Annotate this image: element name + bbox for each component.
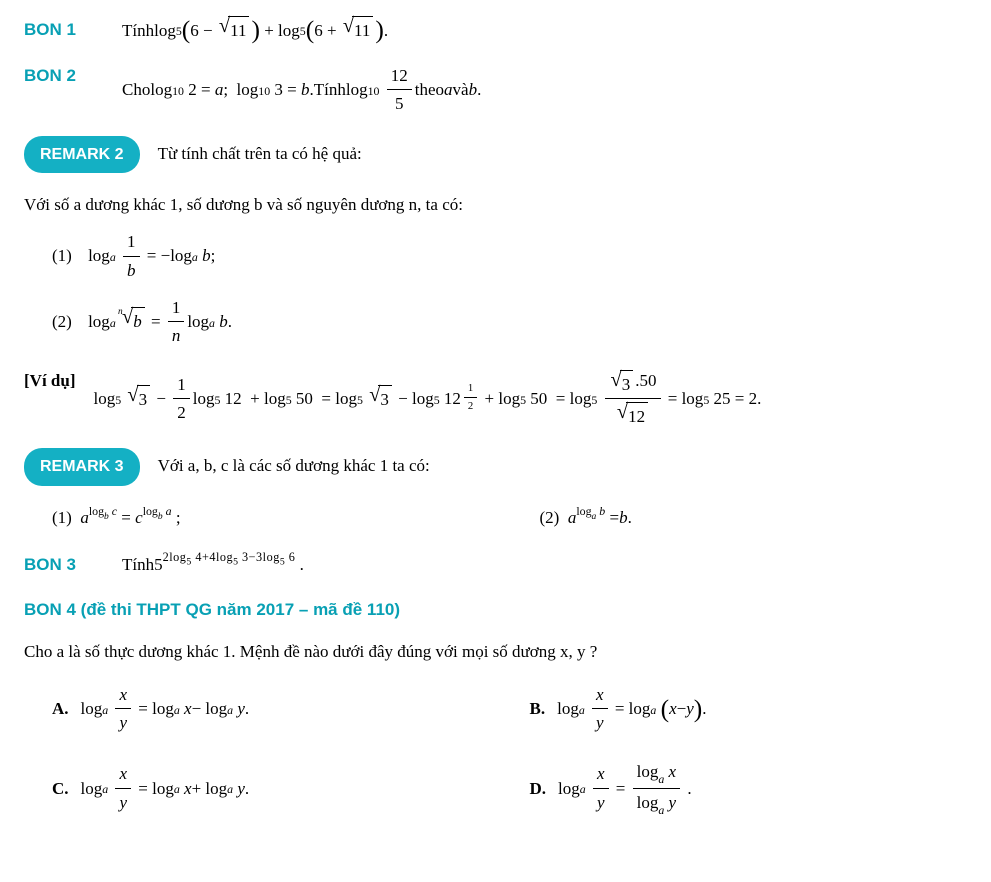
six2: 6: [314, 17, 323, 44]
item1-math: loga 1b = −loga b;: [88, 228, 215, 283]
sqrt-icon: √11: [219, 16, 250, 44]
bon3-row: BON 3 Tính 52log5 4+4log5 3−3log5 6 .: [24, 551, 967, 578]
remark3-intro: Với a, b, c là các số dương khác 1 ta có…: [158, 448, 430, 479]
bon3-exponent: 2log5 4+4log5 3−3log5 6: [163, 548, 296, 570]
remark3-item1: (1) alogb c = clogb a ;: [52, 504, 480, 531]
bon3-dot: .: [300, 551, 304, 578]
bon1-row: BON 1 Tính log5 ( 6 − √11 ) + log5 ( 6 +…: [24, 16, 967, 44]
rparen-icon: ): [251, 17, 260, 43]
remark2-header: REMARK 2 Từ tính chất trên ta có hệ quả:: [24, 136, 967, 174]
bon2-label: BON 2: [24, 62, 104, 89]
den5: 5: [391, 90, 408, 117]
rparen2-icon: ): [375, 17, 384, 43]
sub10a: 10: [172, 82, 184, 101]
lparen2-icon: (: [306, 17, 315, 43]
bon3-prefix: Tính: [122, 551, 154, 578]
bon1-expression: Tính log5 ( 6 − √11 ) + log5 ( 6 + √11 )…: [122, 16, 388, 44]
remark2-body: Với số a dương khác 1, số dương b và số …: [24, 191, 967, 218]
bon4-options: A. loga xy = loga x − loga y . B. loga x…: [52, 681, 967, 818]
theo: theo: [415, 76, 444, 103]
remark3-formulas: (1) alogb c = clogb a ; (2) aloga b = b.: [52, 504, 967, 531]
r3-item1-math: alogb c = clogb a ;: [80, 504, 180, 531]
option-d[interactable]: D. loga xy = loga x loga y .: [530, 758, 968, 818]
lparen-icon: (: [182, 17, 191, 43]
remark3-pill: REMARK 3: [24, 448, 140, 486]
dot: .: [384, 17, 388, 44]
letter-d: D.: [530, 775, 547, 802]
item2-math: loga n √b = 1n loga b.: [88, 294, 232, 349]
log1: log: [150, 76, 172, 103]
opt-d-math: loga xy = loga x loga y .: [558, 758, 692, 818]
bon3-label: BON 3: [24, 551, 104, 578]
bon4-title: BON 4 (đề thi THPT QG năm 2017 – mã đề 1…: [24, 596, 967, 623]
bon4-body: Cho a là số thực dương khác 1. Mệnh đề n…: [24, 638, 967, 665]
option-a[interactable]: A. loga xy = loga x − loga y .: [52, 681, 490, 736]
bon2-expression: Cho log10 2 = a; log10 3 = b. Tính log10…: [122, 62, 481, 117]
num12: 12: [387, 62, 412, 90]
log3: log: [346, 76, 368, 103]
letter-a: A.: [52, 695, 69, 722]
item2-num: (2): [52, 308, 72, 335]
bon1-prefix: Tính: [122, 17, 154, 44]
opt-c-math: loga xy = loga x + loga y .: [81, 760, 250, 815]
remark2-item2: (2) loga n √b = 1n loga b.: [52, 294, 967, 349]
remark3-header: REMARK 3 Với a, b, c là các số dương khá…: [24, 448, 967, 486]
bon2-row: BON 2 Cho log10 2 = a; log10 3 = b. Tính…: [24, 62, 967, 117]
six: 6: [190, 17, 199, 44]
vidu-label: [Ví dụ]: [24, 367, 75, 394]
log2: log: [237, 76, 259, 103]
log-sub2: 5: [300, 22, 306, 41]
plus-log: + log: [260, 17, 300, 44]
vidu-math: log5 √3 − 12log5 12 + log5 50 = log5 √3 …: [93, 367, 761, 430]
va: và: [453, 76, 469, 103]
remark2-intro: Từ tính chất trên ta có hệ quả:: [158, 136, 362, 167]
base5: 5: [154, 551, 163, 578]
letter-b: B.: [530, 695, 546, 722]
remark2-formulas: (1) loga 1b = −loga b; (2) loga n √b = 1…: [52, 228, 967, 349]
opt-b-math: loga xy = loga (x − y).: [557, 681, 706, 736]
remark2-item1: (1) loga 1b = −loga b;: [52, 228, 967, 283]
sqrt2-icon: √11: [343, 16, 374, 44]
item1-num: (1): [52, 242, 72, 269]
eq2: 3 = b.: [270, 76, 314, 103]
remark3-item2: (2) aloga b = b.: [540, 504, 968, 531]
option-c[interactable]: C. loga xy = loga x + loga y .: [52, 758, 490, 818]
sub10c: 10: [368, 82, 380, 101]
bon2-prefix: Cho: [122, 76, 150, 103]
tinh: Tính: [314, 76, 346, 103]
r3-item1-num: (1): [52, 508, 72, 527]
option-b[interactable]: B. loga xy = loga (x − y).: [530, 681, 968, 736]
r3-item2-math: aloga b = b.: [568, 504, 632, 531]
bon3-expression: Tính 52log5 4+4log5 3−3log5 6 .: [122, 551, 304, 578]
bon1-label: BON 1: [24, 16, 104, 43]
log-text: log: [154, 17, 176, 44]
log-sub: 5: [176, 22, 182, 41]
remark2-pill: REMARK 2: [24, 136, 140, 174]
opt-a-math: loga xy = loga x − loga y .: [81, 681, 250, 736]
r3-item2-num: (2): [540, 508, 560, 527]
sub10b: 10: [258, 82, 270, 101]
vidu-row: [Ví dụ] log5 √3 − 12log5 12 + log5 50 = …: [24, 367, 967, 430]
letter-c: C.: [52, 775, 69, 802]
eq1: 2 = a;: [184, 76, 237, 103]
frac-12-5: 12 5: [387, 62, 412, 117]
